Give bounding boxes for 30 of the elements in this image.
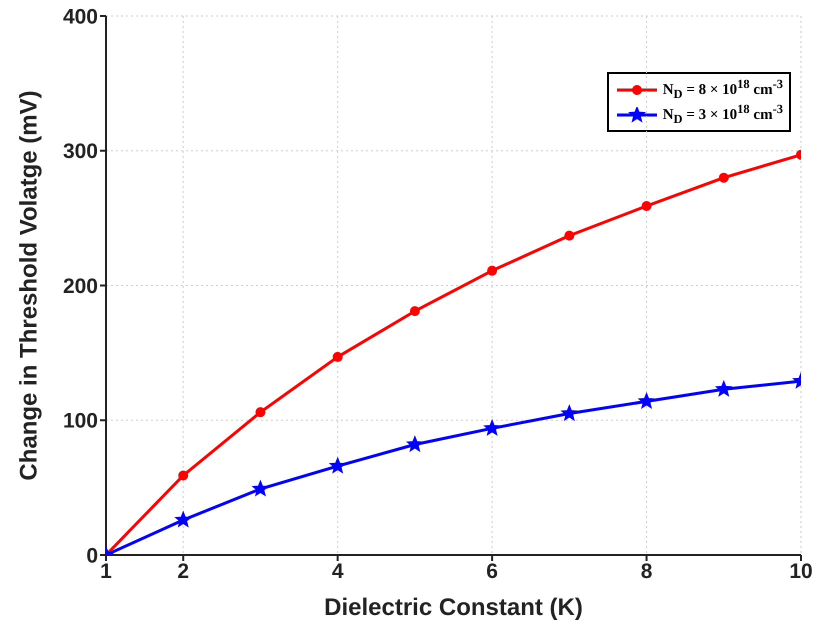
- point: [410, 306, 420, 316]
- point: [638, 392, 655, 408]
- x-tick-label: 6: [486, 560, 498, 583]
- point: [330, 458, 346, 474]
- point: [406, 436, 423, 452]
- point: [175, 511, 192, 527]
- y-tick-label: 100: [62, 410, 98, 433]
- y-tick-label: 300: [62, 140, 98, 164]
- x-tick-label: 10: [789, 560, 813, 583]
- point: [487, 266, 498, 276]
- y-tick-label: 0: [86, 544, 98, 568]
- legend-label: N$_{D}$ = 8 × 10$^{18}$ cm$^{-3}$: [662, 77, 783, 102]
- y-tick-label: 200: [62, 274, 98, 298]
- x-tick-label: 1: [100, 560, 112, 583]
- x-tick-label: 8: [640, 560, 653, 583]
- x-tick-label: 4: [332, 560, 344, 583]
- point: [718, 172, 729, 183]
- x-axis-title: Dielectric Constant (K): [324, 594, 583, 621]
- point: [561, 405, 578, 420]
- point: [332, 352, 343, 362]
- point: [642, 200, 652, 211]
- y-axis-title: Change in Threshold Volatge (mV): [16, 90, 43, 481]
- point: [484, 420, 500, 436]
- x-tick-label: 2: [177, 560, 190, 583]
- point: [716, 380, 732, 396]
- point: [255, 407, 266, 418]
- point: [178, 470, 188, 480]
- point: [564, 230, 574, 241]
- legend-label: N$_{D}$ = 3 × 10$^{18}$ cm$^{-3}$: [662, 102, 783, 127]
- y-tick-label: 400: [62, 5, 98, 28]
